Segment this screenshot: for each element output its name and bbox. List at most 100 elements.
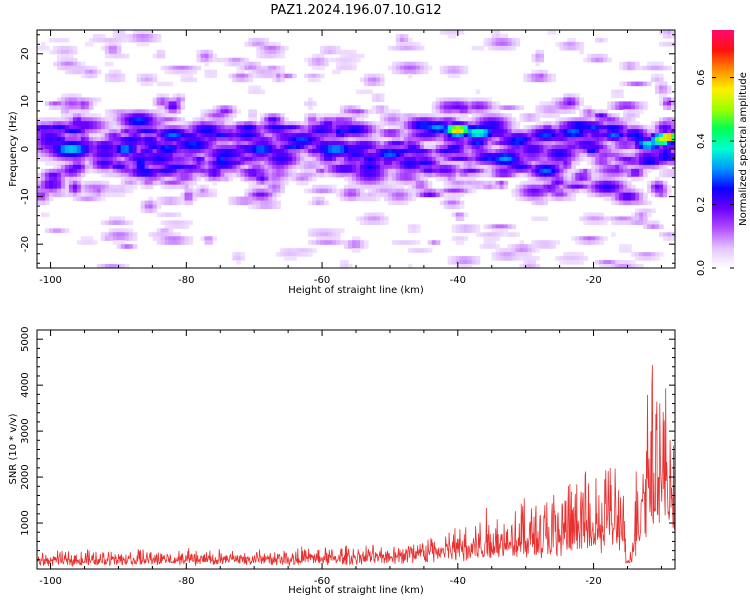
heatmap-cell [132, 156, 138, 162]
heatmap-cell [631, 200, 636, 206]
heatmap-cell [332, 228, 337, 233]
heatmap-cell [663, 180, 668, 186]
heatmap-cell [463, 137, 469, 142]
heatmap-cell [363, 172, 369, 178]
heatmap-cell [535, 109, 541, 114]
heatmap-cell [212, 192, 218, 198]
heatmap-cell [619, 216, 624, 221]
heatmap-cell [132, 232, 138, 237]
heatmap-cell [320, 240, 325, 245]
heatmap-cell [395, 184, 401, 190]
heatmap-cell [367, 196, 373, 202]
heatmap-cell [100, 236, 106, 241]
heatmap-cell [367, 133, 373, 138]
heatmap-cell [220, 117, 226, 122]
heatmap-cell [407, 184, 413, 190]
heatmap-cell [411, 65, 417, 71]
heatmap-cell [332, 145, 337, 150]
heatmap-cell [651, 145, 656, 150]
heatmap-cell [212, 125, 218, 130]
snr-x-label: Height of straight line (km) [288, 585, 424, 596]
heatmap-cell [164, 224, 170, 229]
heatmap-cell [571, 168, 576, 174]
heatmap-cell [575, 236, 580, 241]
heatmap-cell [547, 145, 552, 150]
heatmap-cell [455, 109, 461, 114]
heatmap-cell [415, 192, 421, 198]
heatmap-cell [631, 216, 636, 221]
heatmap-cell [587, 109, 592, 114]
heatmap-cell [543, 121, 548, 126]
heatmap-cell [659, 89, 664, 95]
heatmap-cell [148, 81, 154, 87]
heatmap-cell [188, 141, 194, 146]
heatmap-cell [88, 69, 94, 75]
heatmap-cell [340, 141, 345, 146]
heatmap-cell [76, 164, 82, 170]
heatmap-cell [423, 65, 429, 71]
heatmap-cell [575, 149, 580, 154]
heatmap-cell [555, 97, 560, 102]
heatmap-cell [667, 141, 672, 146]
heatmap-cell [332, 236, 337, 241]
heatmap-cell [276, 117, 281, 122]
heatmap-cell [292, 252, 297, 257]
heatmap-cell [340, 117, 345, 122]
heatmap-cell [124, 220, 130, 225]
heatmap-cell [316, 129, 321, 134]
heatmap-cell [116, 117, 122, 122]
heatmap-cell [344, 152, 349, 158]
heatmap-cell [503, 248, 509, 253]
heatmap-cell [423, 160, 429, 166]
heatmap-cell [120, 236, 126, 241]
heatmap-cell [631, 129, 636, 134]
heatmap-cell [379, 93, 385, 99]
heatmap-cell [607, 145, 612, 150]
heatmap-cell [320, 141, 325, 146]
heatmap-cell [200, 168, 206, 174]
heatmap-cell [387, 109, 393, 114]
heatmap-cell [443, 113, 449, 118]
heatmap-cell [455, 117, 461, 122]
heatmap-cell [160, 212, 166, 218]
heatmap-cell [108, 117, 114, 122]
heatmap-cell [124, 244, 130, 249]
heatmap-cell [72, 49, 78, 55]
heatmap-cell [491, 121, 497, 126]
heatmap-cell [256, 45, 261, 51]
heatmap-cell [196, 125, 202, 130]
heatmap-cell [543, 216, 548, 221]
heatmap-cell [563, 121, 568, 126]
heatmap-cell [567, 156, 572, 162]
heatmap-cell [563, 41, 568, 47]
heatmap-cell [631, 184, 636, 190]
heatmap-cell [455, 113, 461, 118]
heatmap-cell [124, 176, 130, 182]
heatmap-cell [184, 73, 190, 79]
heatmap-cell [60, 160, 66, 166]
heatmap-cell [352, 240, 357, 245]
heatmap-cell [40, 137, 46, 142]
heatmap-cell [76, 65, 82, 71]
heatmap-cell [611, 156, 616, 162]
heatmap-cell [543, 141, 548, 146]
heatmap-cell [555, 133, 560, 138]
heatmap-cell [435, 133, 441, 138]
heatmap-cell [399, 133, 405, 138]
heatmap-cell [60, 49, 66, 55]
heatmap-cell [160, 160, 166, 166]
heatmap-cell [455, 73, 461, 79]
heatmap-cell [579, 137, 584, 142]
heatmap-cell [615, 264, 620, 268]
heatmap-cell [359, 220, 365, 225]
heatmap-cell [579, 184, 584, 190]
heatmap-cell [655, 164, 660, 170]
heatmap-cell [503, 105, 509, 110]
heatmap-cell [551, 30, 556, 35]
heatmap-cell [427, 240, 433, 245]
heatmap-cell [84, 125, 90, 130]
heatmap-cell [232, 61, 237, 67]
heatmap-cell [256, 41, 261, 47]
heatmap-cell [312, 168, 317, 174]
heatmap-cell [471, 137, 477, 142]
